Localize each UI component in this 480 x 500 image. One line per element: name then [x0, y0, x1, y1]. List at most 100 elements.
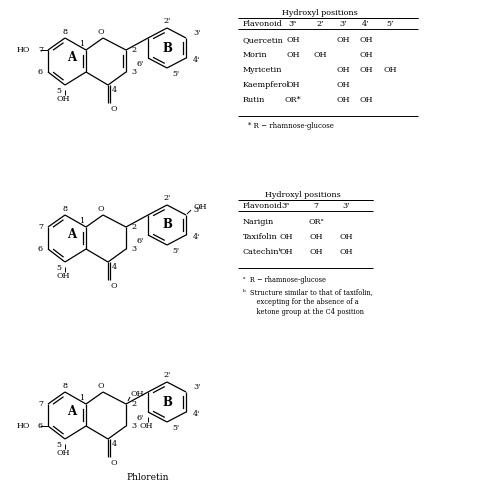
Text: HO: HO [16, 422, 30, 430]
Text: 2': 2' [163, 194, 170, 202]
Text: OH: OH [279, 233, 292, 241]
Text: 3: 3 [131, 245, 136, 253]
Text: 8: 8 [62, 382, 67, 390]
Text: O: O [111, 459, 118, 467]
Text: Hydroxyl positions: Hydroxyl positions [264, 191, 340, 199]
Text: OH: OH [359, 51, 372, 59]
Text: 5: 5 [56, 87, 61, 95]
Text: 5': 5' [172, 247, 179, 255]
Text: 3': 3' [192, 206, 200, 214]
Text: Morin: Morin [242, 51, 267, 59]
Text: 7: 7 [38, 400, 43, 408]
Text: 8: 8 [62, 205, 67, 213]
Text: Flavonoid: Flavonoid [242, 202, 282, 210]
Text: 5: 5 [56, 264, 61, 272]
Text: OH: OH [56, 95, 70, 103]
Text: 7: 7 [38, 223, 43, 231]
Text: 5': 5' [172, 424, 179, 432]
Text: 3ᵃ: 3ᵃ [281, 202, 289, 210]
Text: ᵇ  Structure similar to that of taxifolin,: ᵇ Structure similar to that of taxifolin… [242, 288, 372, 296]
Text: * R − rhamnose-glucose: * R − rhamnose-glucose [248, 122, 333, 130]
Text: Hydroxyl positions: Hydroxyl positions [282, 9, 357, 17]
Text: OH: OH [279, 248, 292, 256]
Text: 2': 2' [163, 17, 170, 25]
Text: 4: 4 [112, 440, 117, 448]
Text: 2': 2' [163, 371, 170, 379]
Text: OH: OH [336, 36, 349, 44]
Text: O: O [97, 28, 104, 36]
Text: excepting for the absence of a: excepting for the absence of a [248, 298, 358, 306]
Text: 7: 7 [313, 202, 318, 210]
Text: OH: OH [286, 51, 299, 59]
Text: Phloretin: Phloretin [127, 472, 169, 482]
Text: OH: OH [359, 36, 372, 44]
Text: 6': 6' [136, 237, 144, 245]
Text: ᵃ  R − rhamnose-glucose: ᵃ R − rhamnose-glucose [242, 276, 325, 284]
Text: ketone group at the C4 position: ketone group at the C4 position [248, 308, 363, 316]
Text: 8: 8 [62, 28, 67, 36]
Text: OH: OH [131, 390, 144, 398]
Text: 4': 4' [192, 233, 200, 241]
Text: Kaempferol: Kaempferol [242, 81, 289, 89]
Text: A: A [67, 228, 76, 241]
Text: 1: 1 [79, 40, 84, 48]
Text: 6': 6' [136, 414, 144, 422]
Text: OH: OH [336, 81, 349, 89]
Text: 3': 3' [192, 383, 200, 391]
Text: B: B [162, 42, 171, 54]
Text: 6: 6 [38, 68, 43, 76]
Text: 4: 4 [112, 86, 117, 94]
Text: O: O [97, 382, 104, 390]
Text: OH: OH [338, 233, 352, 241]
Text: 6: 6 [38, 245, 43, 253]
Text: 4': 4' [192, 410, 200, 418]
Text: Rutin: Rutin [242, 96, 265, 104]
Text: 2: 2 [131, 223, 136, 231]
Text: Myricetin: Myricetin [242, 66, 282, 74]
Text: OH: OH [309, 248, 322, 256]
Text: 1: 1 [79, 217, 84, 225]
Text: Flavonoid: Flavonoid [242, 20, 282, 28]
Text: O: O [111, 282, 118, 290]
Text: OH: OH [359, 96, 372, 104]
Text: Quercetin: Quercetin [242, 36, 283, 44]
Text: 3': 3' [192, 29, 200, 37]
Text: 3: 3 [131, 422, 136, 430]
Text: OH: OH [286, 36, 299, 44]
Text: ORᵃ: ORᵃ [308, 218, 323, 226]
Text: OH: OH [139, 422, 153, 430]
Text: Taxifolin: Taxifolin [242, 233, 277, 241]
Text: 5’: 5’ [385, 20, 393, 28]
Text: 7: 7 [38, 46, 43, 54]
Text: O: O [97, 205, 104, 213]
Text: OH: OH [309, 233, 322, 241]
Text: 1: 1 [79, 394, 84, 402]
Text: OR*: OR* [284, 96, 300, 104]
Text: Narigin: Narigin [242, 218, 274, 226]
Text: 6': 6' [136, 60, 144, 68]
Text: B: B [162, 396, 171, 408]
Text: A: A [67, 52, 76, 64]
Text: 3ᵃ: 3ᵃ [288, 20, 297, 28]
Text: 3: 3 [131, 68, 136, 76]
Text: 3’: 3’ [338, 20, 346, 28]
Text: 5': 5' [172, 70, 179, 78]
Text: OH: OH [193, 203, 207, 211]
Text: OH: OH [336, 96, 349, 104]
Text: A: A [67, 406, 76, 418]
Text: 4’: 4’ [361, 20, 369, 28]
Text: 2: 2 [131, 400, 136, 408]
Text: OH: OH [338, 248, 352, 256]
Text: 4': 4' [192, 56, 200, 64]
Text: OH: OH [286, 81, 299, 89]
Text: Catechinᵇ: Catechinᵇ [242, 248, 282, 256]
Text: OH: OH [312, 51, 326, 59]
Text: OH: OH [359, 66, 372, 74]
Text: O: O [111, 105, 118, 113]
Text: 2’: 2’ [315, 20, 323, 28]
Text: OH: OH [336, 66, 349, 74]
Text: HO: HO [16, 46, 30, 54]
Text: 4: 4 [112, 263, 117, 271]
Text: B: B [162, 218, 171, 232]
Text: OH: OH [383, 66, 396, 74]
